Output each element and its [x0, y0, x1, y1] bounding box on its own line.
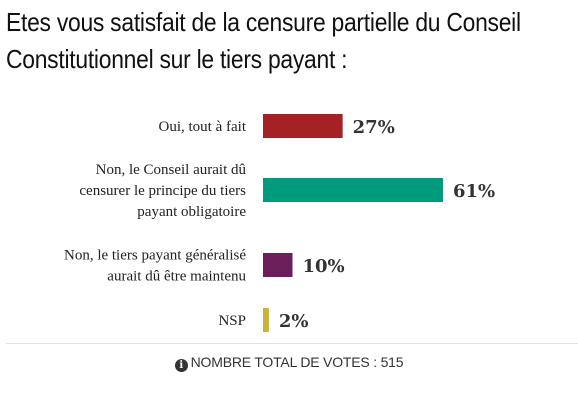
bar-non-le-conseil-aurait-du	[263, 178, 443, 202]
poll-title-line-1: Etes vous satisfait de la censure partie…	[6, 7, 521, 37]
value-label-non-le-tiers-payant-gene: 10%	[303, 256, 345, 277]
value-label-non-le-conseil-aurait-du: 61%	[453, 181, 495, 202]
poll-results-chart: Oui, tout à fait 27% Non, le Conseil aurai…	[64, 114, 495, 332]
poll-title-line-2: Constitutionnel sur le tiers payant :	[6, 44, 348, 74]
total-votes-text: NOMBRE TOTAL DE VOTES : 515	[190, 354, 404, 370]
bar-non-le-tiers-payant-gene	[263, 253, 293, 277]
poll-title: Etes vous satisfait de la censure partie…	[6, 4, 521, 78]
category-label-nsp: NSP	[218, 313, 246, 329]
value-label-oui-tout-a-fait: 27%	[353, 117, 395, 138]
bar-nsp	[263, 308, 269, 332]
total-votes-footer: i NOMBRE TOTAL DE VOTES : 515	[0, 354, 578, 372]
value-label-nsp: 2%	[279, 311, 309, 332]
bar-oui-tout-a-fait	[263, 114, 343, 138]
category-label-oui-tout-a-fait: Oui, tout à fait	[159, 119, 247, 135]
category-label-non-le-conseil-aurait-du: Non, le Conseil aurait dû censurer le pri…	[79, 162, 246, 220]
info-icon: i	[174, 359, 188, 372]
category-label-non-le-tiers-payant-gene: Non, le tiers payant généralisé aurait dû…	[64, 248, 247, 285]
footer-divider	[6, 343, 578, 344]
